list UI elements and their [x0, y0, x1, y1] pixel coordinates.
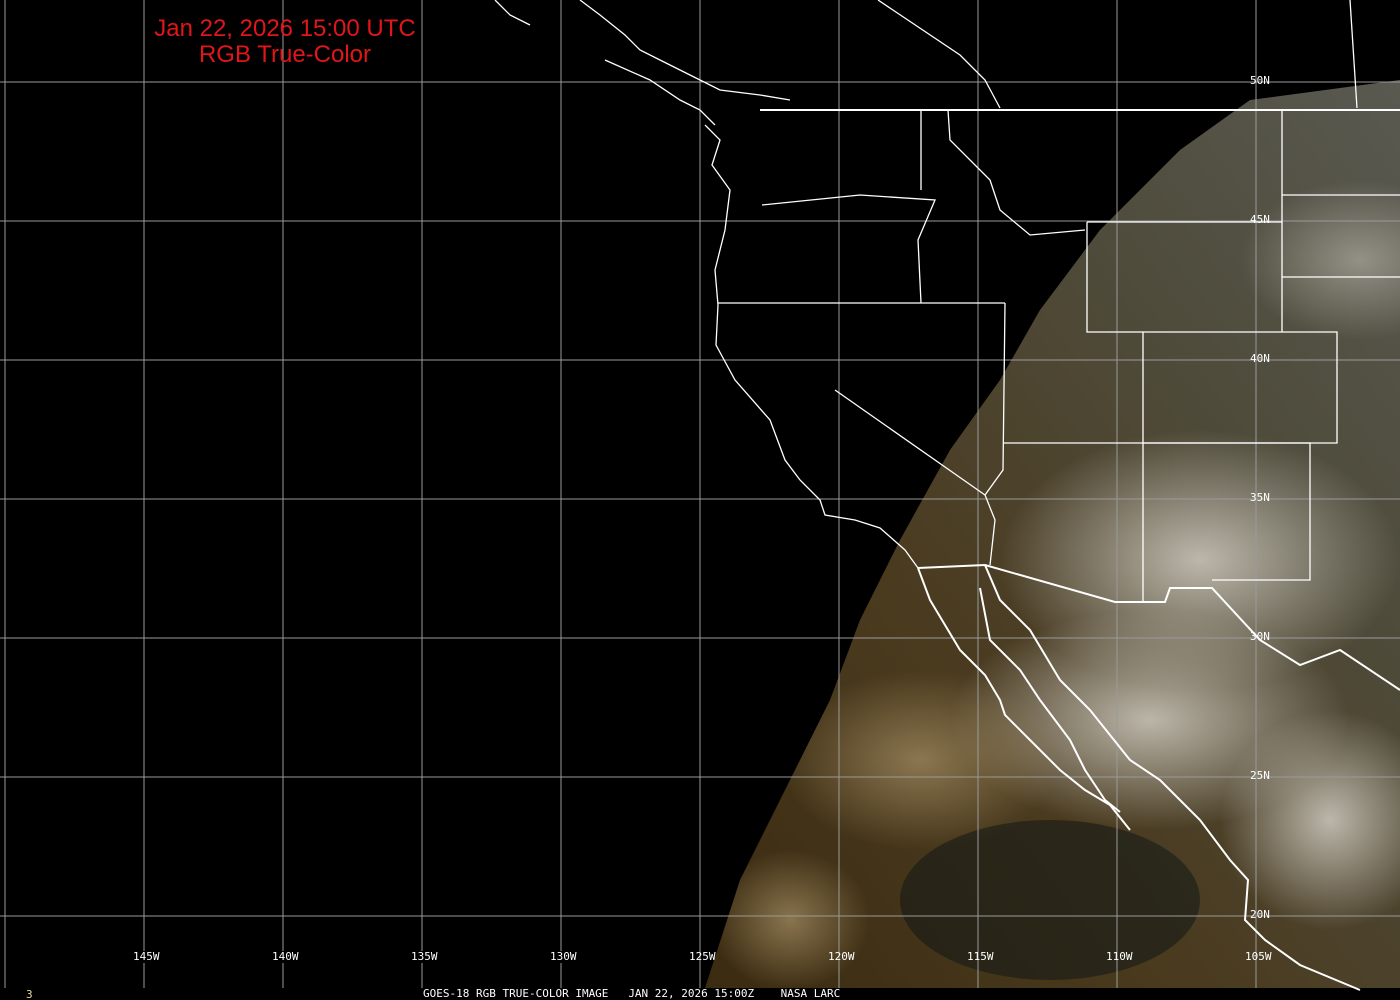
lon-label: 105W: [1245, 950, 1272, 963]
lat-label: 20N: [1250, 908, 1270, 921]
lat-label: 30N: [1250, 630, 1270, 643]
date-title: Jan 22, 2026 15:00 UTC: [154, 15, 416, 42]
footer-caption: GOES-18 RGB TRUE-COLOR IMAGE JAN 22, 202…: [423, 987, 840, 1000]
footer-source: NASA LARC: [780, 987, 841, 1000]
lon-label: 130W: [548, 950, 579, 963]
frame-number: 3: [26, 988, 33, 1000]
footer-satellite: GOES-18 RGB TRUE-COLOR IMAGE: [423, 987, 609, 1000]
lat-label: 50N: [1250, 74, 1270, 87]
lat-label: 40N: [1250, 352, 1270, 365]
lon-label: 125W: [689, 950, 716, 963]
lon-label: 120W: [828, 950, 855, 963]
footer-timestamp: JAN 22, 2026 15:00Z: [628, 987, 755, 1000]
lon-label: 135W: [409, 950, 440, 963]
lon-label: 145W: [131, 950, 162, 963]
lon-label: 110W: [1106, 950, 1133, 963]
lon-label: 140W: [270, 950, 301, 963]
lat-label: 25N: [1250, 769, 1270, 782]
lat-label: 45N: [1250, 213, 1270, 226]
coastlines-and-borders: [494, 0, 1400, 991]
product-title: RGB True-Color: [198, 41, 372, 68]
lon-label: 115W: [967, 950, 994, 963]
lat-label: 35N: [1250, 491, 1270, 504]
